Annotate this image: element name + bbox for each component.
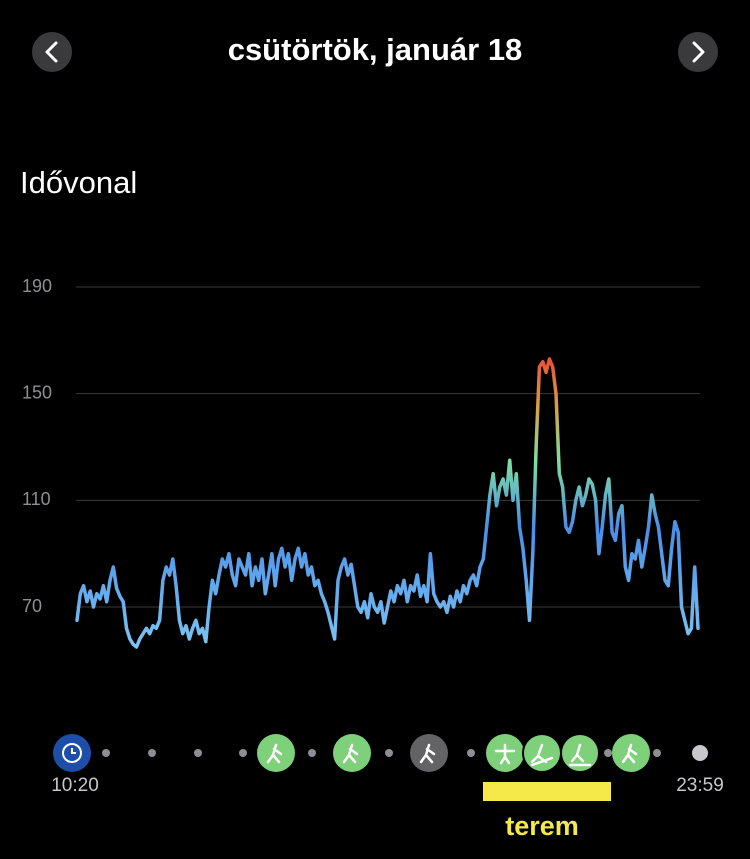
walk-activity[interactable] (333, 734, 371, 772)
walk-activity[interactable] (612, 734, 650, 772)
y-tick-label: 150 (22, 382, 52, 402)
forward-button[interactable] (678, 32, 718, 72)
section-title: Idővonal (20, 165, 137, 200)
y-tick-label: 70 (22, 596, 42, 616)
end-dot (692, 745, 708, 761)
y-tick-label: 190 (22, 276, 52, 296)
highlight-bar (483, 782, 611, 801)
walk-activity[interactable] (257, 734, 295, 772)
back-button[interactable] (32, 32, 72, 72)
end-time: 23:59 (676, 775, 724, 796)
annotation: terem (505, 811, 579, 841)
timeline: 10:20 23:59 terem (51, 733, 724, 841)
clock-face (62, 743, 82, 763)
ski-activity[interactable] (522, 733, 562, 773)
activity-glyphs (266, 743, 638, 767)
date-title: csütörtök, január 18 (228, 32, 523, 67)
start-time: 10:20 (51, 775, 99, 796)
walk-activity[interactable] (410, 734, 448, 772)
clock-hands (71, 748, 76, 754)
chart: 190 150 110 70 (22, 276, 700, 649)
heart-rate-line (75, 357, 700, 649)
timeline-dots (102, 749, 661, 757)
treadmill-activity[interactable] (560, 733, 600, 773)
y-tick-label: 110 (22, 489, 51, 509)
